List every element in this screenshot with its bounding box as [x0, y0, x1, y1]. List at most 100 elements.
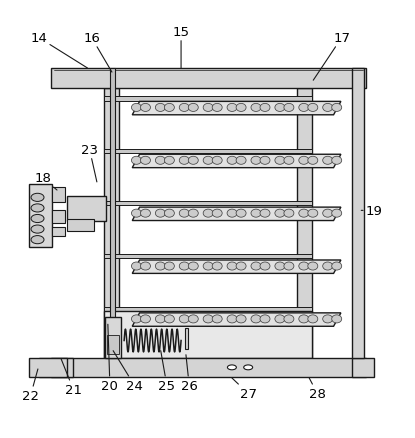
Ellipse shape [203, 104, 213, 112]
Bar [352, 358, 374, 377]
Ellipse shape [323, 262, 333, 270]
Ellipse shape [251, 210, 261, 218]
Ellipse shape [31, 226, 44, 233]
Polygon shape [132, 155, 341, 168]
Text: 17: 17 [313, 32, 350, 81]
Ellipse shape [164, 104, 174, 112]
Ellipse shape [140, 315, 151, 323]
Bar [104, 255, 312, 259]
Bar [105, 317, 121, 358]
Ellipse shape [140, 262, 151, 270]
Ellipse shape [284, 262, 294, 270]
Ellipse shape [188, 262, 198, 270]
Ellipse shape [179, 315, 189, 323]
Ellipse shape [260, 157, 270, 165]
Text: 22: 22 [22, 369, 39, 402]
Text: 23: 23 [81, 144, 98, 183]
Ellipse shape [236, 157, 246, 165]
Ellipse shape [332, 262, 342, 270]
Ellipse shape [275, 104, 285, 112]
Ellipse shape [308, 262, 318, 270]
Ellipse shape [179, 157, 189, 165]
Ellipse shape [299, 210, 309, 218]
Ellipse shape [236, 104, 246, 112]
Ellipse shape [236, 210, 246, 218]
Ellipse shape [323, 157, 333, 165]
Ellipse shape [179, 210, 189, 218]
Ellipse shape [203, 262, 213, 270]
Ellipse shape [155, 210, 165, 218]
Bar [104, 89, 119, 358]
Ellipse shape [164, 315, 174, 323]
Ellipse shape [212, 157, 222, 165]
Ellipse shape [212, 315, 222, 323]
Bar [52, 227, 65, 236]
Ellipse shape [155, 104, 165, 112]
Ellipse shape [251, 315, 261, 323]
Ellipse shape [275, 210, 285, 218]
Ellipse shape [188, 157, 198, 165]
Ellipse shape [251, 262, 261, 270]
Bar [29, 184, 52, 247]
Ellipse shape [332, 315, 342, 323]
Bar [51, 69, 366, 89]
Ellipse shape [260, 262, 270, 270]
Bar [297, 89, 312, 358]
Bar [51, 358, 366, 377]
Bar [104, 202, 312, 206]
Bar [52, 211, 65, 223]
Ellipse shape [284, 157, 294, 165]
Text: 28: 28 [309, 378, 326, 400]
Ellipse shape [308, 210, 318, 218]
Ellipse shape [164, 262, 174, 270]
Text: 18: 18 [34, 172, 57, 191]
Ellipse shape [188, 210, 198, 218]
Ellipse shape [251, 157, 261, 165]
Bar [104, 149, 312, 153]
Text: 14: 14 [30, 32, 88, 69]
Ellipse shape [132, 210, 142, 218]
Bar [110, 69, 115, 358]
Ellipse shape [332, 210, 342, 218]
Bar [104, 311, 312, 358]
Ellipse shape [299, 315, 309, 323]
Text: 16: 16 [83, 32, 112, 73]
Bar [104, 97, 312, 101]
Bar [185, 328, 188, 349]
Ellipse shape [140, 157, 151, 165]
Ellipse shape [260, 104, 270, 112]
Ellipse shape [284, 210, 294, 218]
Ellipse shape [323, 210, 333, 218]
Ellipse shape [227, 104, 237, 112]
Text: 15: 15 [173, 26, 190, 69]
Ellipse shape [284, 104, 294, 112]
Ellipse shape [31, 194, 44, 202]
Ellipse shape [308, 157, 318, 165]
Polygon shape [132, 313, 341, 327]
Ellipse shape [332, 157, 342, 165]
Ellipse shape [236, 315, 246, 323]
Ellipse shape [260, 210, 270, 218]
Bar [52, 187, 65, 203]
Ellipse shape [212, 262, 222, 270]
Ellipse shape [227, 315, 237, 323]
Ellipse shape [140, 210, 151, 218]
Ellipse shape [188, 104, 198, 112]
Ellipse shape [132, 262, 142, 270]
Polygon shape [132, 102, 341, 116]
Ellipse shape [203, 315, 213, 323]
Text: 24: 24 [113, 351, 143, 392]
Ellipse shape [323, 104, 333, 112]
Ellipse shape [132, 104, 142, 112]
Ellipse shape [164, 210, 174, 218]
Bar [29, 358, 67, 377]
Bar [104, 307, 312, 311]
Ellipse shape [31, 215, 44, 223]
Ellipse shape [132, 157, 142, 165]
Ellipse shape [179, 104, 189, 112]
Ellipse shape [155, 315, 165, 323]
Ellipse shape [31, 205, 44, 212]
Ellipse shape [251, 104, 261, 112]
Ellipse shape [203, 157, 213, 165]
Ellipse shape [308, 104, 318, 112]
